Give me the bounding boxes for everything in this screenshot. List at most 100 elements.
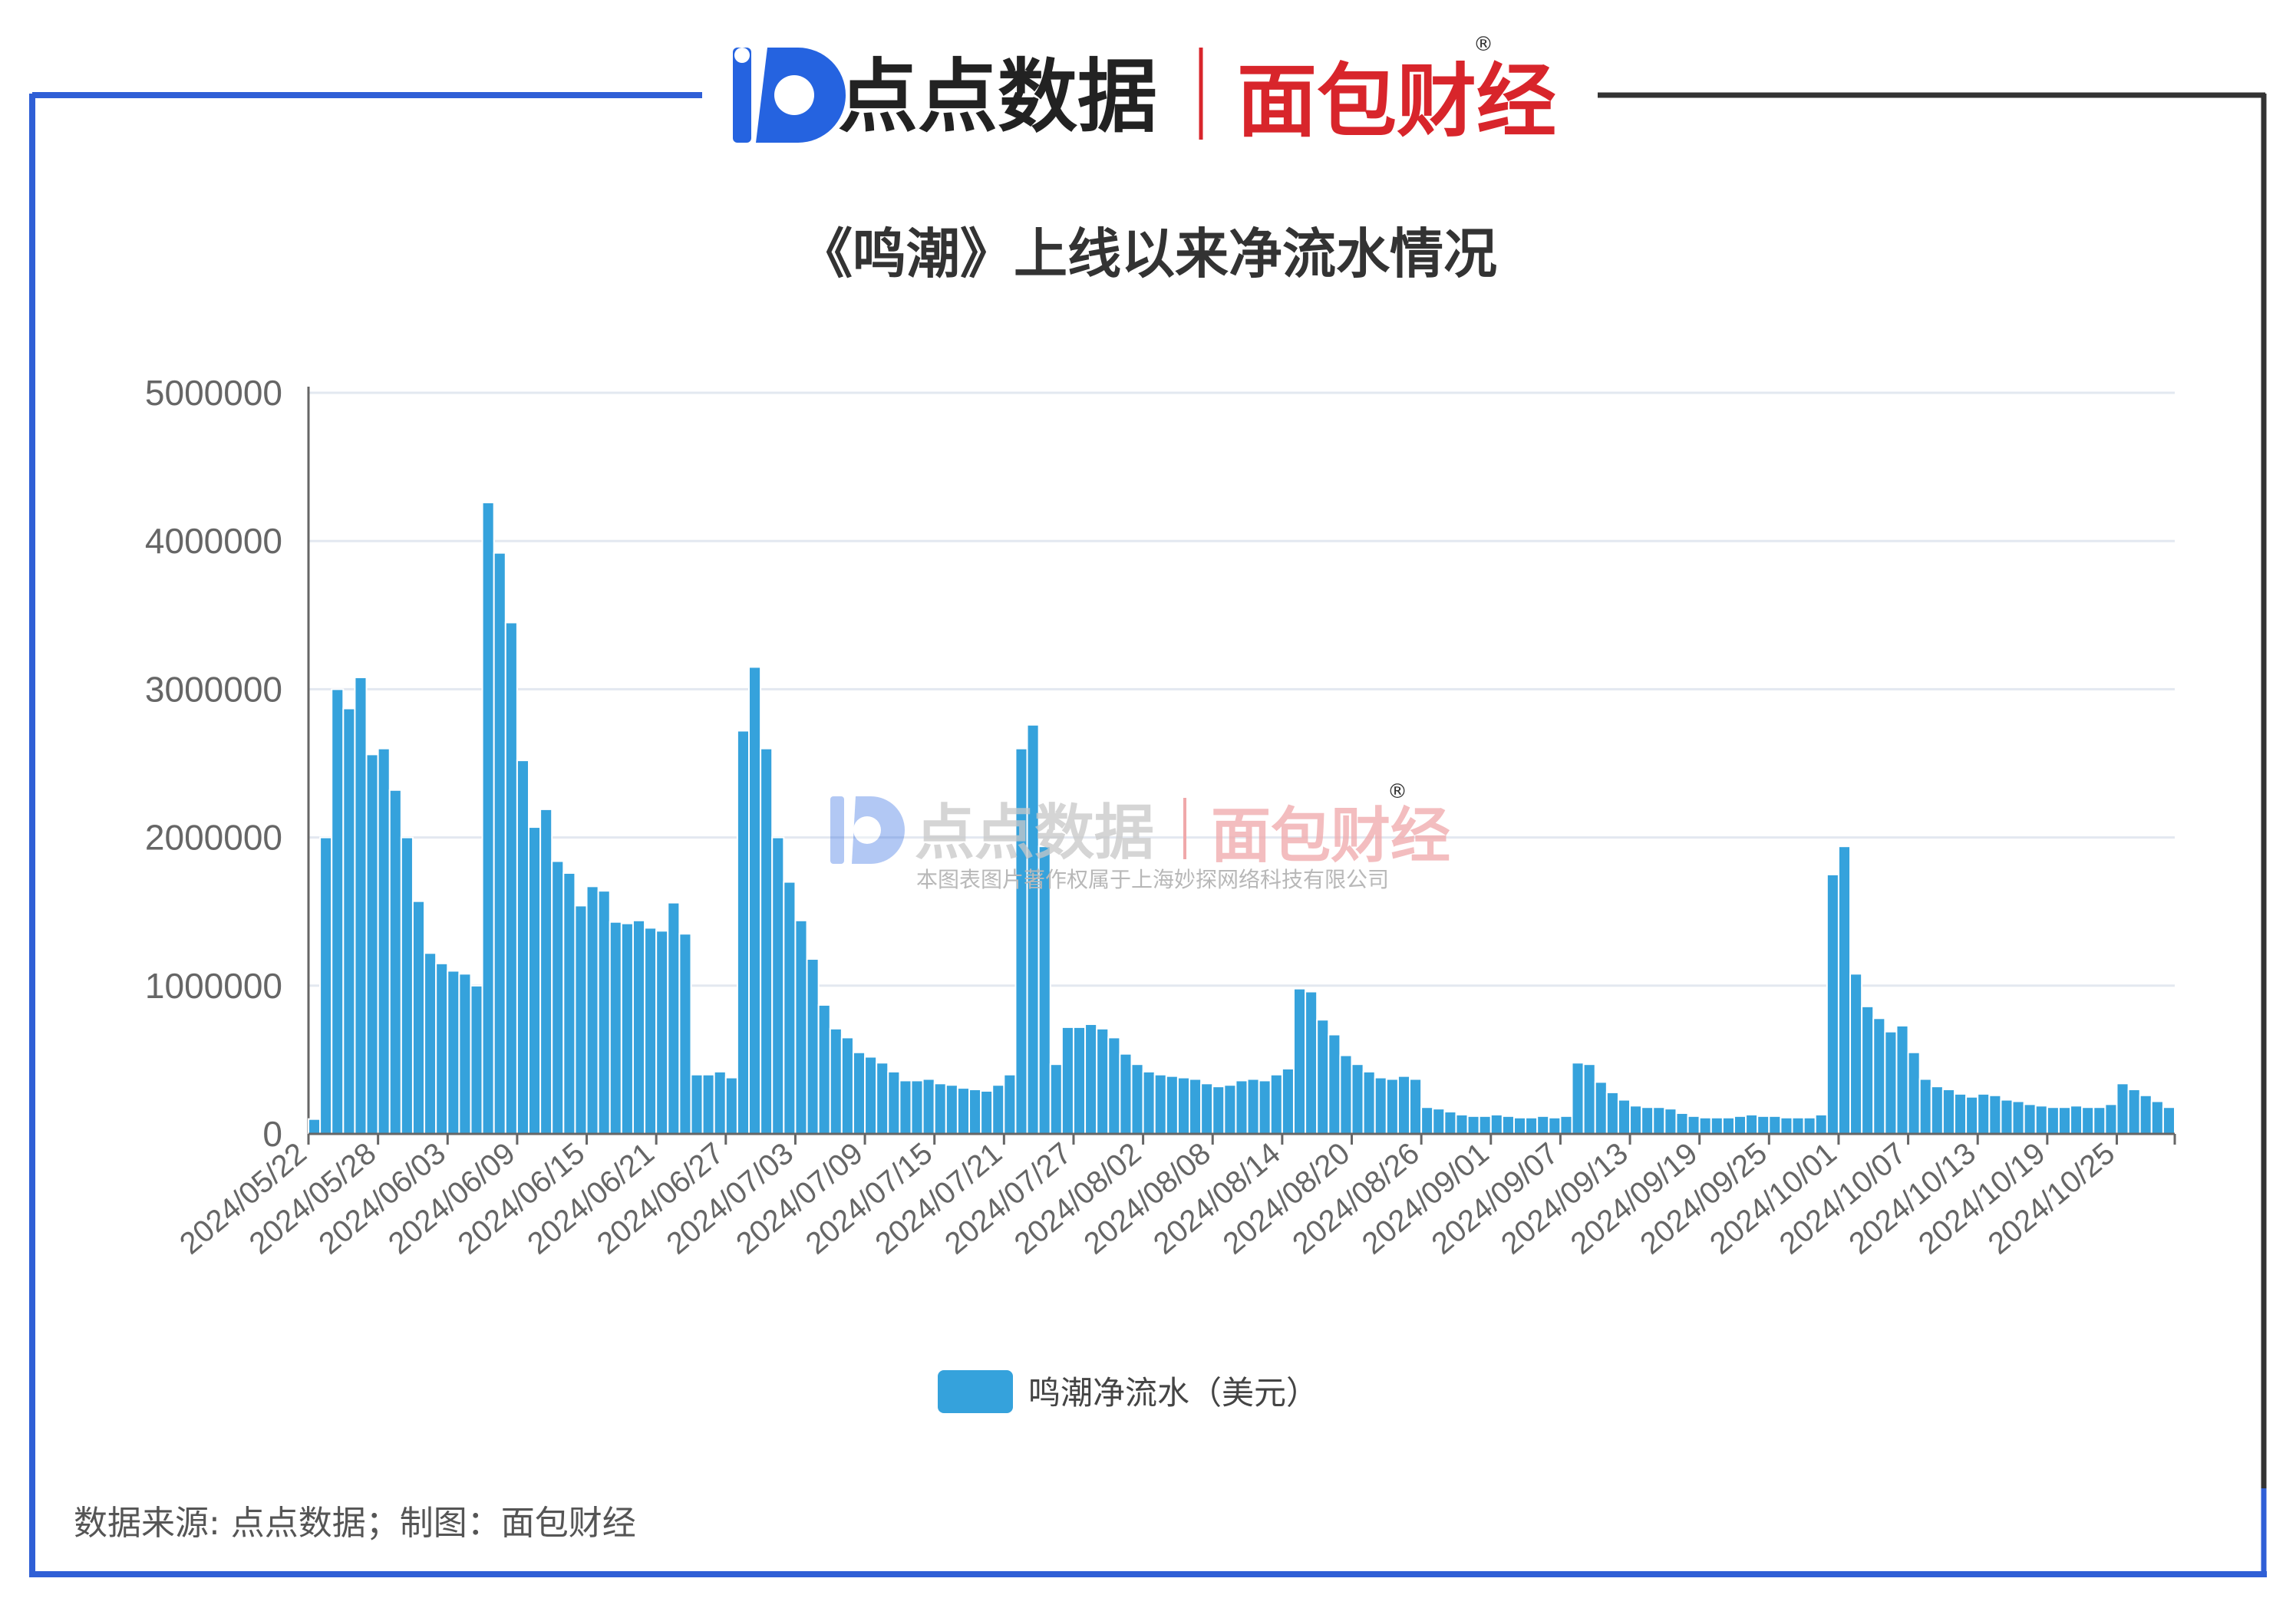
- bar[interactable]: [1757, 1115, 1770, 1135]
- bar[interactable]: [1026, 723, 1040, 1135]
- bar[interactable]: [1849, 973, 1863, 1135]
- bar[interactable]: [899, 1079, 912, 1135]
- bar[interactable]: [1362, 1070, 1376, 1135]
- bar[interactable]: [481, 501, 495, 1135]
- bar[interactable]: [342, 707, 356, 1135]
- bar[interactable]: [1328, 1033, 1341, 1135]
- bar[interactable]: [1223, 1084, 1237, 1135]
- bar[interactable]: [308, 1118, 322, 1135]
- bar[interactable]: [1605, 1091, 1619, 1135]
- bar[interactable]: [783, 881, 797, 1135]
- bar[interactable]: [933, 1082, 947, 1135]
- bar[interactable]: [748, 666, 762, 1135]
- bar[interactable]: [1176, 1076, 1191, 1135]
- bar[interactable]: [760, 747, 774, 1135]
- bar[interactable]: [388, 789, 402, 1135]
- bar[interactable]: [1142, 1070, 1156, 1135]
- bar[interactable]: [1212, 1086, 1226, 1135]
- bar[interactable]: [411, 900, 426, 1135]
- bar[interactable]: [1339, 1054, 1353, 1135]
- bar[interactable]: [2081, 1106, 2095, 1135]
- bar[interactable]: [458, 973, 472, 1135]
- bar[interactable]: [1385, 1078, 1399, 1135]
- bar[interactable]: [829, 1027, 843, 1135]
- bar[interactable]: [1501, 1115, 1515, 1135]
- bar[interactable]: [1548, 1116, 1562, 1135]
- bar[interactable]: [1536, 1115, 1550, 1135]
- bar[interactable]: [1235, 1079, 1249, 1135]
- bar[interactable]: [365, 753, 379, 1135]
- bar[interactable]: [968, 1089, 982, 1135]
- bar[interactable]: [956, 1087, 971, 1135]
- bar[interactable]: [945, 1084, 958, 1135]
- bar[interactable]: [771, 836, 785, 1135]
- bar[interactable]: [864, 1056, 878, 1135]
- bar[interactable]: [1733, 1115, 1747, 1135]
- bar[interactable]: [1084, 1023, 1098, 1135]
- bar[interactable]: [1907, 1051, 1921, 1135]
- bar[interactable]: [1409, 1078, 1423, 1135]
- bar[interactable]: [528, 826, 542, 1135]
- bar[interactable]: [1780, 1116, 1793, 1135]
- bar[interactable]: [667, 901, 681, 1135]
- bar[interactable]: [1988, 1094, 2002, 1135]
- bar[interactable]: [377, 747, 391, 1135]
- bar[interactable]: [1281, 1067, 1295, 1135]
- bar[interactable]: [1292, 987, 1307, 1135]
- bar[interactable]: [1895, 1024, 1909, 1135]
- bar[interactable]: [852, 1051, 866, 1135]
- bar[interactable]: [2162, 1106, 2176, 1135]
- bar[interactable]: [910, 1079, 924, 1135]
- bar[interactable]: [690, 1073, 704, 1135]
- bar[interactable]: [1072, 1026, 1087, 1135]
- bar[interactable]: [574, 904, 588, 1135]
- bar[interactable]: [655, 930, 669, 1135]
- bar[interactable]: [1571, 1062, 1585, 1135]
- bar[interactable]: [586, 885, 599, 1135]
- bar[interactable]: [1918, 1078, 1932, 1135]
- bar[interactable]: [331, 688, 345, 1135]
- bar[interactable]: [1884, 1030, 1898, 1135]
- bar[interactable]: [2070, 1105, 2083, 1135]
- bar[interactable]: [597, 890, 611, 1135]
- bar[interactable]: [713, 1070, 727, 1135]
- bar[interactable]: [2116, 1082, 2129, 1135]
- bar[interactable]: [632, 919, 646, 1135]
- bar[interactable]: [1119, 1053, 1133, 1135]
- bar[interactable]: [2104, 1103, 2118, 1135]
- bar[interactable]: [1432, 1108, 1446, 1135]
- bar[interactable]: [1061, 1026, 1074, 1135]
- bar[interactable]: [2127, 1089, 2141, 1135]
- bar[interactable]: [724, 1076, 738, 1135]
- bar[interactable]: [1977, 1092, 1991, 1135]
- bar[interactable]: [1814, 1113, 1828, 1135]
- bar[interactable]: [1872, 1017, 1886, 1135]
- bar[interactable]: [562, 872, 576, 1135]
- bar[interactable]: [470, 984, 483, 1135]
- bar[interactable]: [1791, 1116, 1805, 1135]
- bar[interactable]: [1641, 1106, 1654, 1135]
- bar[interactable]: [794, 919, 808, 1135]
- bar[interactable]: [354, 676, 368, 1135]
- bar[interactable]: [1200, 1082, 1214, 1135]
- bar[interactable]: [2023, 1103, 2037, 1135]
- bar[interactable]: [1826, 873, 1839, 1135]
- bar[interactable]: [1710, 1116, 1724, 1135]
- bar[interactable]: [1420, 1106, 1434, 1135]
- bar[interactable]: [493, 552, 506, 1135]
- bar[interactable]: [1652, 1106, 1666, 1135]
- bar[interactable]: [1189, 1078, 1202, 1135]
- bar[interactable]: [504, 621, 518, 1135]
- bar[interactable]: [1745, 1113, 1759, 1135]
- bar[interactable]: [701, 1073, 715, 1135]
- bar[interactable]: [876, 1062, 889, 1135]
- bar[interactable]: [1096, 1027, 1110, 1135]
- bar[interactable]: [2057, 1106, 2072, 1135]
- bar[interactable]: [1941, 1089, 1955, 1135]
- bar[interactable]: [1351, 1063, 1364, 1135]
- bar[interactable]: [1837, 845, 1852, 1135]
- bar[interactable]: [1455, 1113, 1469, 1135]
- bar[interactable]: [1861, 1005, 1875, 1135]
- bar[interactable]: [1582, 1063, 1596, 1135]
- bar[interactable]: [1478, 1115, 1492, 1135]
